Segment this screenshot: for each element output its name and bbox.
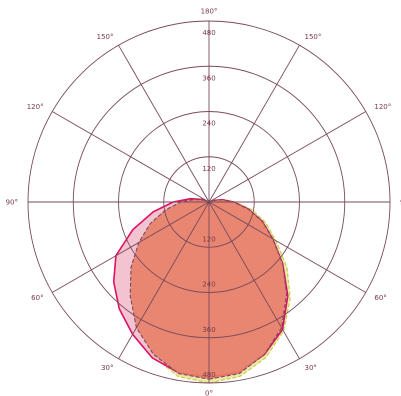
radial-label-lower-480: 480 bbox=[202, 371, 215, 379]
angle-label--30: 30° bbox=[101, 364, 113, 372]
radial-label-upper-480: 480 bbox=[202, 29, 215, 37]
grid-spoke-120 bbox=[208, 111, 367, 203]
angle-label-120: 120° bbox=[374, 103, 391, 111]
grid-spoke-210 bbox=[118, 44, 210, 203]
grid-spoke-330 bbox=[118, 201, 210, 360]
angle-label-60: 60° bbox=[374, 294, 386, 302]
series-layer bbox=[112, 197, 291, 384]
angle-label-30: 30° bbox=[305, 364, 317, 372]
radial-label-lower-360: 360 bbox=[202, 326, 215, 334]
series-3-curve bbox=[129, 198, 288, 380]
radial-label-upper-240: 240 bbox=[202, 120, 215, 128]
radial-label-lower-240: 240 bbox=[202, 281, 215, 289]
grid-spoke-240 bbox=[51, 111, 210, 203]
angle-label--90: 90° bbox=[6, 199, 18, 207]
angle-label-150: 150° bbox=[305, 33, 322, 41]
grid-spoke-150 bbox=[208, 44, 300, 203]
grid-spoke-60 bbox=[208, 201, 367, 293]
angle-label--60: 60° bbox=[31, 294, 43, 302]
grid-spoke-300 bbox=[51, 201, 210, 293]
grid-spoke-30 bbox=[208, 201, 300, 360]
radial-label-lower-120: 120 bbox=[202, 235, 215, 243]
radial-label-upper-360: 360 bbox=[202, 74, 215, 82]
angle-label-0: 0° bbox=[205, 390, 213, 396]
polar-grid bbox=[27, 20, 391, 384]
polar-labels: 180°150°150°120°120°90°90°60°60°30°30°0°… bbox=[6, 8, 401, 396]
angle-label--150: 150° bbox=[97, 33, 114, 41]
radial-label-upper-120: 120 bbox=[202, 165, 215, 173]
angle-label-180: 180° bbox=[201, 8, 218, 16]
angle-label--120: 120° bbox=[27, 103, 44, 111]
